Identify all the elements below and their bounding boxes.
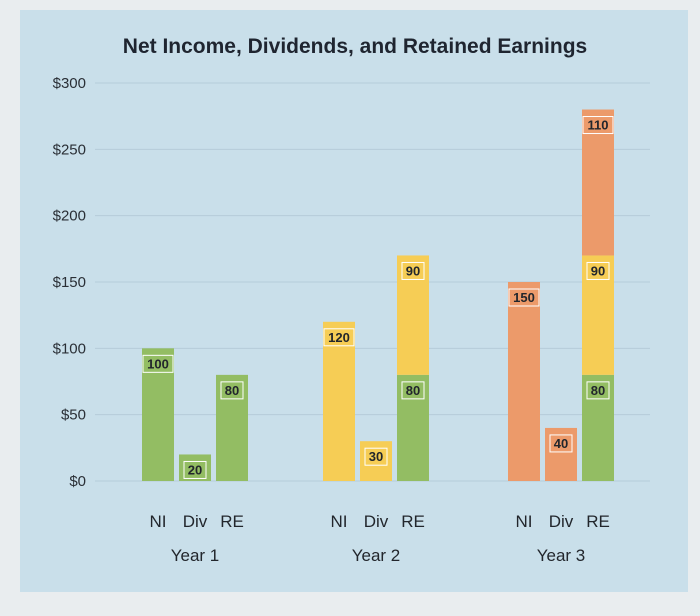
data-label: 90 xyxy=(591,263,605,278)
data-label-box xyxy=(220,381,244,400)
y-tick-label: $50 xyxy=(61,407,86,424)
y-tick-label: $100 xyxy=(53,340,86,357)
x-bar-label: NI xyxy=(331,512,348,531)
x-bar-label: RE xyxy=(401,512,425,531)
data-label: 80 xyxy=(591,383,605,398)
x-bar-label: NI xyxy=(516,512,533,531)
data-label: 20 xyxy=(188,462,202,477)
x-bar-label: RE xyxy=(586,512,610,531)
data-label: 30 xyxy=(369,449,383,464)
data-label: 90 xyxy=(406,263,420,278)
x-group-label: Year 1 xyxy=(171,546,220,565)
x-bar-label: Div xyxy=(549,512,574,531)
data-label-box xyxy=(508,288,540,307)
x-bar-label: RE xyxy=(220,512,244,531)
data-label-box xyxy=(401,381,425,400)
data-label: 150 xyxy=(513,290,535,305)
data-label-box xyxy=(401,261,425,280)
x-group-label: Year 3 xyxy=(537,546,586,565)
data-label: 110 xyxy=(588,118,609,133)
y-tick-label: $150 xyxy=(53,274,86,291)
data-label: 100 xyxy=(147,356,169,371)
bar-segment xyxy=(508,281,540,481)
y-tick-label: $250 xyxy=(53,141,86,158)
x-bar-label: Div xyxy=(183,512,208,531)
data-label-box xyxy=(323,328,355,347)
data-label-box xyxy=(582,116,614,135)
x-group-label: Year 2 xyxy=(352,546,401,565)
data-label: 120 xyxy=(328,330,350,345)
data-label-box xyxy=(183,460,207,479)
x-bar-label: Div xyxy=(364,512,389,531)
data-label: 80 xyxy=(225,383,239,398)
data-label-box xyxy=(364,447,388,466)
data-labels: 100 20 80 120 30 80 90 150 40 80 90 110 xyxy=(142,116,614,479)
y-tick-label: $300 xyxy=(53,75,86,92)
data-label: 80 xyxy=(406,383,420,398)
y-tick-label: $0 xyxy=(69,473,86,490)
y-axis: $0 $50 $100 $150 $200 $250 $300 xyxy=(53,75,86,490)
chart-background xyxy=(20,10,688,592)
y-tick-label: $200 xyxy=(53,208,86,225)
data-label-box xyxy=(586,261,610,280)
data-label-box xyxy=(142,354,174,373)
data-label-box xyxy=(549,434,573,453)
chart-title: Net Income, Dividends, and Retained Earn… xyxy=(123,35,587,58)
data-label-box xyxy=(586,381,610,400)
data-label: 40 xyxy=(554,436,568,451)
x-bar-label: NI xyxy=(150,512,167,531)
bar-segment xyxy=(323,321,355,481)
